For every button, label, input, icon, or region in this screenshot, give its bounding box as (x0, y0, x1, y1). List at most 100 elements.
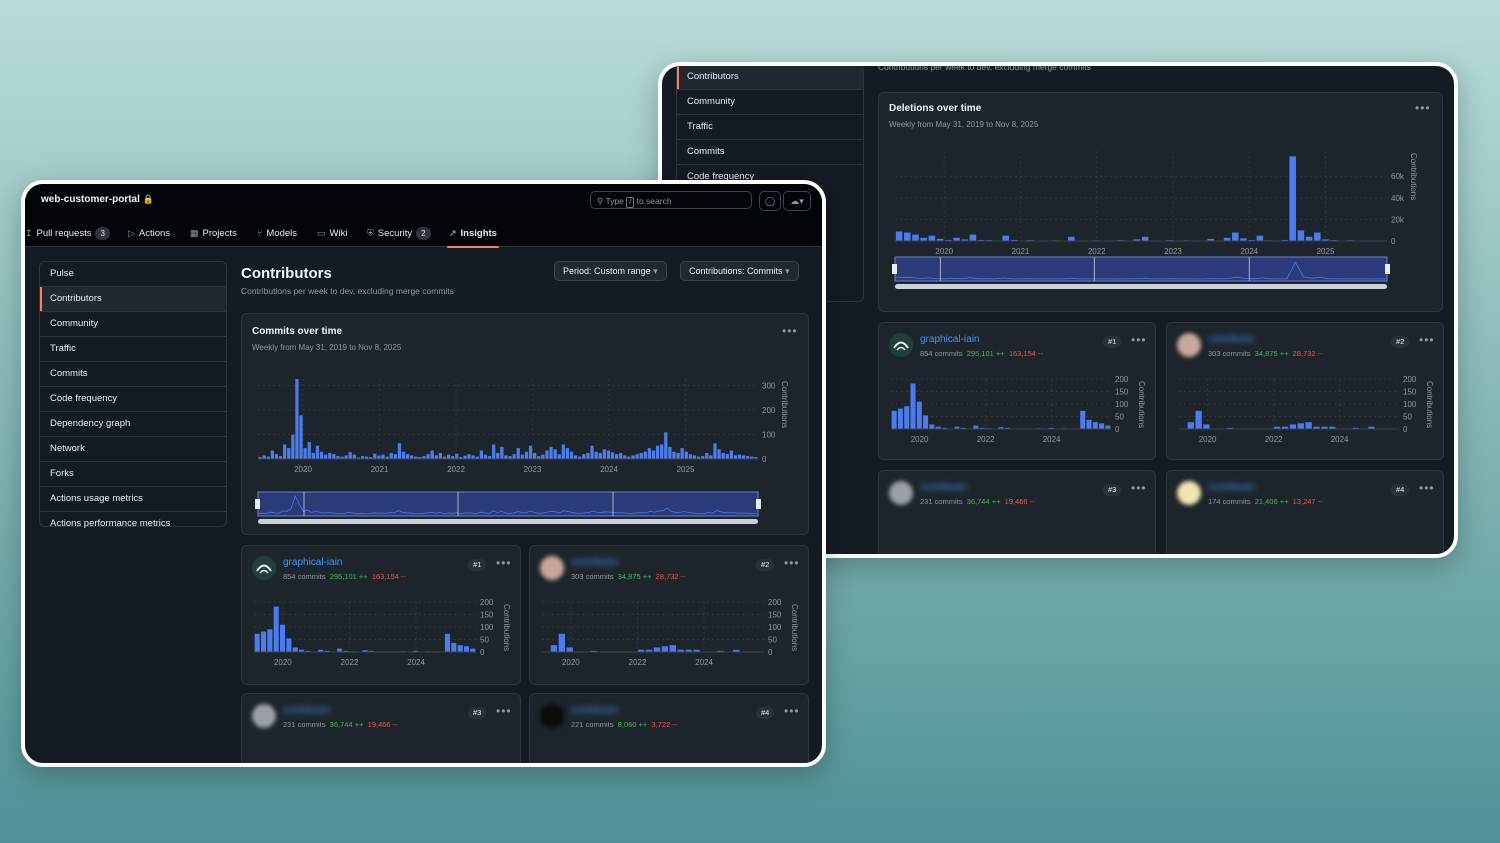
bar[interactable] (1195, 410, 1202, 429)
bar[interactable] (904, 232, 911, 241)
bar[interactable] (566, 647, 573, 652)
back-sidebar-item-code-frequency[interactable]: Code frequency (677, 164, 863, 189)
copilot-icon[interactable]: ◯ (759, 191, 781, 211)
bar[interactable] (266, 456, 270, 459)
bar[interactable] (1274, 426, 1281, 429)
bar[interactable] (1141, 236, 1149, 241)
bar[interactable] (553, 449, 557, 459)
tab-security[interactable]: ⛨ Security 2 (367, 224, 431, 242)
contributor-menu-button[interactable]: ••• (1131, 481, 1147, 495)
bar[interactable] (455, 453, 459, 459)
bar[interactable] (754, 457, 758, 459)
bar[interactable] (401, 451, 406, 459)
bar[interactable] (635, 454, 639, 459)
bar[interactable] (393, 454, 397, 459)
bar[interactable] (278, 456, 283, 459)
bar[interactable] (368, 650, 374, 652)
bar[interactable] (291, 434, 295, 459)
bar[interactable] (606, 450, 611, 459)
bar[interactable] (323, 454, 328, 459)
tab-wiki[interactable]: ▭ Wiki (317, 224, 347, 242)
bar[interactable] (496, 452, 500, 459)
bar[interactable] (977, 239, 985, 241)
bar[interactable] (672, 451, 676, 459)
bar[interactable] (305, 650, 311, 652)
bar[interactable] (483, 454, 488, 459)
bar[interactable] (381, 454, 385, 459)
bar[interactable] (1223, 237, 1231, 241)
avatar[interactable] (252, 556, 276, 580)
bar[interactable] (973, 425, 979, 429)
contributor-name-link[interactable]: contributor (1208, 482, 1256, 493)
bar[interactable] (1248, 239, 1255, 241)
bar[interactable] (438, 452, 443, 459)
tab-models[interactable]: ⑂ Models (257, 224, 297, 242)
bar[interactable] (746, 456, 750, 459)
front-sidebar-item-dependency-graph[interactable]: Dependency graph (40, 411, 226, 436)
bar[interactable] (561, 444, 565, 459)
front-sidebar-item-forks[interactable]: Forks (40, 461, 226, 486)
bar[interactable] (725, 454, 729, 459)
range-handle-right[interactable] (1385, 264, 1390, 274)
bar[interactable] (318, 649, 324, 652)
bar[interactable] (647, 448, 652, 459)
bar[interactable] (1086, 419, 1092, 429)
bar[interactable] (960, 427, 966, 429)
bar[interactable] (260, 631, 267, 652)
contributor-name-link[interactable]: graphical-iain (283, 557, 343, 568)
contributor-menu-button[interactable]: ••• (784, 704, 800, 718)
bar[interactable] (549, 446, 553, 459)
period-dropdown[interactable]: Period: Custom range ▾ (554, 261, 667, 281)
bar[interactable] (254, 633, 260, 652)
avatar[interactable] (540, 556, 564, 580)
contributor-menu-button[interactable]: ••• (496, 556, 512, 570)
bar[interactable] (1305, 236, 1313, 241)
bar[interactable] (524, 451, 529, 459)
bar[interactable] (389, 452, 393, 459)
bar[interactable] (492, 444, 496, 459)
bar[interactable] (998, 427, 1004, 429)
bar[interactable] (1207, 238, 1214, 241)
tab-pull-requests[interactable]: ↥ Pull requests 3 (25, 224, 110, 242)
bar[interactable] (307, 442, 311, 459)
bar[interactable] (1092, 422, 1098, 429)
avatar[interactable] (1177, 333, 1201, 357)
bar[interactable] (541, 454, 545, 459)
bar[interactable] (1187, 422, 1194, 429)
bar[interactable] (558, 633, 565, 652)
avatar[interactable] (540, 704, 564, 728)
contributor-name-link[interactable]: graphical-iain (920, 334, 980, 345)
bar[interactable] (475, 456, 479, 459)
front-sidebar-item-network[interactable]: Network (40, 436, 226, 461)
range-scrollbar[interactable] (258, 519, 758, 524)
bar[interactable] (512, 454, 516, 459)
bar[interactable] (1352, 427, 1359, 429)
bar[interactable] (929, 424, 935, 429)
bar[interactable] (336, 456, 340, 459)
bar[interactable] (273, 606, 279, 652)
bar[interactable] (410, 455, 414, 459)
bar[interactable] (340, 456, 344, 459)
bar[interactable] (360, 456, 365, 459)
bar[interactable] (1289, 424, 1297, 429)
bar[interactable] (463, 646, 470, 652)
bar[interactable] (651, 450, 656, 459)
bar[interactable] (471, 455, 475, 459)
bar[interactable] (912, 234, 919, 241)
contributor-name-link[interactable]: contributor (283, 705, 331, 716)
bar[interactable] (444, 633, 450, 652)
deletions-chart-menu-button[interactable]: ••• (1415, 101, 1431, 115)
range-handle-left[interactable] (255, 499, 260, 509)
back-sidebar-item-community[interactable]: Community (677, 89, 863, 114)
bar[interactable] (693, 649, 700, 652)
contributor-menu-button[interactable]: ••• (496, 704, 512, 718)
bar[interactable] (627, 456, 631, 459)
bar[interactable] (623, 455, 627, 459)
front-sidebar-item-pulse[interactable]: Pulse (50, 268, 74, 279)
bar[interactable] (459, 457, 463, 459)
bar[interactable] (1004, 427, 1010, 429)
bar[interactable] (516, 448, 520, 459)
bar[interactable] (267, 629, 273, 652)
bar[interactable] (565, 448, 570, 459)
bar[interactable] (422, 456, 426, 459)
